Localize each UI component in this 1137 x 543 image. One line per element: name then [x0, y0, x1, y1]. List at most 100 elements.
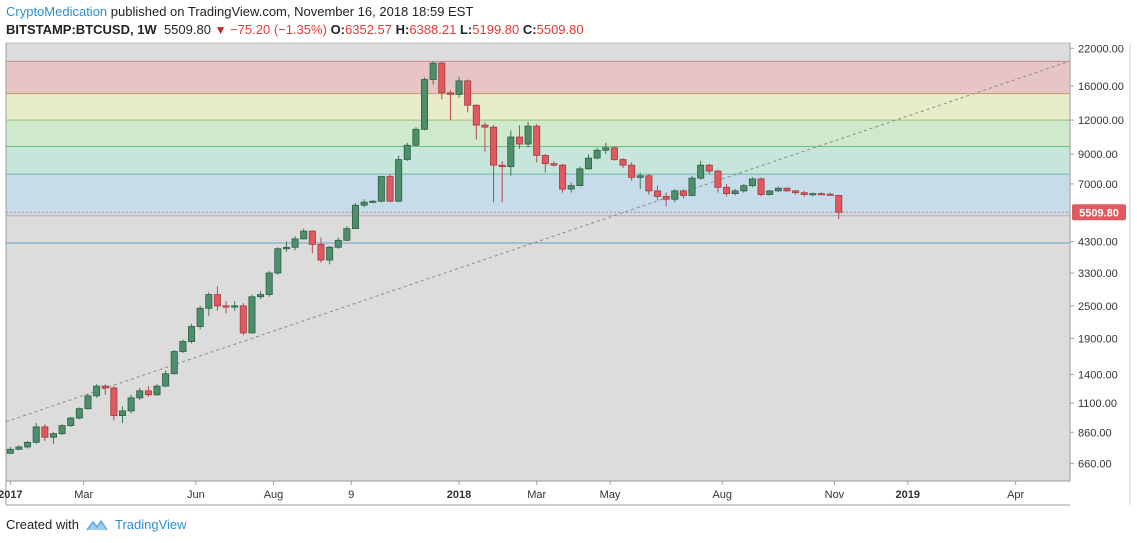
candle-body [162, 373, 170, 387]
candle [222, 301, 230, 314]
candle-body [222, 305, 230, 308]
candle-body [308, 230, 316, 245]
candle [800, 190, 808, 197]
candle-body [257, 294, 265, 298]
candle-body [757, 178, 765, 195]
candle [24, 440, 32, 449]
candle-body [15, 446, 23, 450]
candle [714, 169, 722, 193]
candle-body [179, 341, 187, 352]
candle-body [326, 246, 334, 261]
price-change: −75.20 (−1.35%) [230, 22, 327, 37]
high-value: 6388.21 [409, 22, 457, 37]
candle [446, 90, 454, 121]
price-chart[interactable]: 660.00 860.00 1100.00 1400.00 1900.00 2500.00… [0, 40, 1137, 510]
candle [697, 160, 705, 180]
symbol-line: BITSTAMP:BTCUSD, 1W 5509.80 ▼ −75.20 (−1… [6, 22, 584, 37]
candle-body [662, 195, 670, 200]
footer: Created with TradingView [6, 517, 187, 532]
candle-body [75, 408, 83, 419]
candle-body [32, 426, 40, 443]
candle-body [265, 272, 273, 295]
price-tick-label: 3300.00 [1078, 268, 1118, 280]
candle-body [766, 190, 774, 195]
candle [584, 154, 592, 170]
candle-body [291, 238, 299, 248]
fib-band [6, 215, 1070, 244]
candle [162, 370, 170, 388]
candle [32, 423, 40, 444]
created-with-text: Created with [6, 517, 79, 532]
candle-body [369, 200, 377, 203]
candle-body [679, 190, 687, 196]
candle [93, 384, 101, 398]
candle [360, 199, 368, 208]
candle [188, 323, 196, 344]
symbol-label: BITSTAMP:BTCUSD, 1W [6, 22, 157, 37]
candle-body [170, 351, 178, 375]
time-tick-label: Mar [74, 489, 93, 501]
publish-line: CryptoMedication published on TradingVie… [6, 4, 473, 19]
candle [628, 162, 636, 181]
candle [257, 291, 265, 299]
down-triangle-icon: ▼ [214, 23, 227, 37]
candle-body [386, 176, 394, 202]
candle [386, 174, 394, 203]
candle-body [282, 246, 290, 250]
candle [6, 446, 14, 455]
candle-body [317, 244, 325, 261]
trendline [5, 61, 1068, 423]
candle [481, 122, 489, 152]
low-label: L: [459, 22, 473, 37]
candle [75, 407, 83, 420]
time-tick-label: 2019 [896, 489, 920, 501]
price-tick-label: 2500.00 [1078, 301, 1118, 313]
candle-body [49, 433, 57, 438]
candle [196, 305, 204, 330]
candle-body [671, 190, 679, 200]
candle-body [274, 248, 282, 274]
candle-body [524, 125, 532, 145]
candle [326, 245, 334, 265]
candle [774, 186, 782, 192]
price-tick-label: 4300.00 [1078, 237, 1118, 249]
candle [636, 172, 644, 190]
candle [792, 189, 800, 195]
candle [274, 247, 282, 275]
candle-body [645, 175, 653, 192]
candle [524, 122, 532, 148]
candle-body [41, 426, 49, 438]
candle-body [446, 92, 454, 95]
candle-body [800, 192, 808, 195]
candle-body [464, 80, 472, 106]
high-label: H: [395, 22, 410, 37]
price-tick-label: 12000.00 [1078, 115, 1124, 127]
candle-body [774, 187, 782, 192]
candle [239, 303, 247, 336]
candle-body [67, 417, 75, 426]
close-label: C: [522, 22, 537, 37]
candle-body [58, 425, 66, 435]
candle [593, 147, 601, 160]
candle [533, 124, 541, 163]
candle-body [809, 193, 817, 196]
candle [58, 424, 66, 436]
candle-body [783, 187, 791, 192]
tradingview-brand[interactable]: TradingView [114, 517, 187, 532]
candle [127, 394, 135, 414]
candle [343, 226, 351, 241]
candle-body [490, 126, 498, 166]
candle-body [498, 164, 506, 168]
candle-body [395, 159, 403, 202]
candle-body [688, 177, 696, 196]
candle-body [377, 176, 385, 202]
candle-body [127, 397, 135, 412]
candle-body [334, 239, 342, 248]
candle [826, 192, 834, 196]
author-link[interactable]: CryptoMedication [6, 4, 108, 19]
candle-body [360, 201, 368, 206]
candle-body [472, 104, 480, 126]
candle-body [835, 195, 843, 213]
candle-body [6, 448, 14, 454]
candle-body [118, 410, 127, 417]
